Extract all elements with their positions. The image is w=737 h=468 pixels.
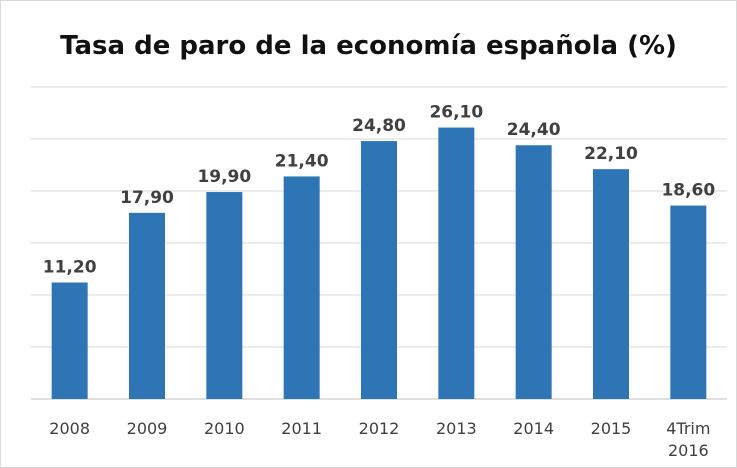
data-label: 24,80: [352, 116, 406, 136]
bars: [51, 127, 707, 399]
x-tick-label: 2010: [204, 419, 245, 438]
bar-4trim-2016: [670, 205, 707, 399]
bar-2008: [51, 282, 88, 399]
x-tick-label: 2013: [436, 419, 477, 438]
data-label: 11,20: [43, 258, 97, 278]
bar-2012: [361, 141, 397, 399]
x-tick-label: 4Trim 2016: [666, 419, 710, 460]
data-labels: 11,20 17,90 19,90 21,40 24,80 26,10 24,40 22,10…: [43, 103, 716, 278]
bar-2011: [283, 176, 320, 399]
bar-2015: [593, 169, 629, 399]
bar-2013: [438, 127, 475, 399]
bar-2009: [129, 212, 165, 399]
data-label: 26,10: [429, 103, 483, 123]
data-label: 18,60: [661, 181, 715, 201]
data-label: 22,10: [584, 144, 638, 164]
data-label: 21,40: [275, 151, 329, 171]
x-tick-label: 2014: [513, 419, 554, 438]
data-label: 17,90: [120, 188, 174, 208]
x-tick-label: 2008: [49, 419, 90, 438]
data-label: 19,90: [197, 167, 251, 187]
bar-2010: [206, 192, 243, 399]
chart-title: Tasa de paro de la economía española (%): [60, 31, 677, 61]
x-tick-label: 2015: [591, 419, 632, 438]
bar-2014: [515, 145, 552, 399]
data-label: 24,40: [507, 120, 561, 140]
x-tick-label: 2009: [127, 419, 168, 438]
x-tick-label: 2012: [359, 419, 400, 438]
x-axis-tick-labels: 2008 2009 2010 2011 2012 2013 2014 2015 4Trim 201…: [49, 419, 710, 460]
x-tick-label: 2011: [281, 419, 322, 438]
